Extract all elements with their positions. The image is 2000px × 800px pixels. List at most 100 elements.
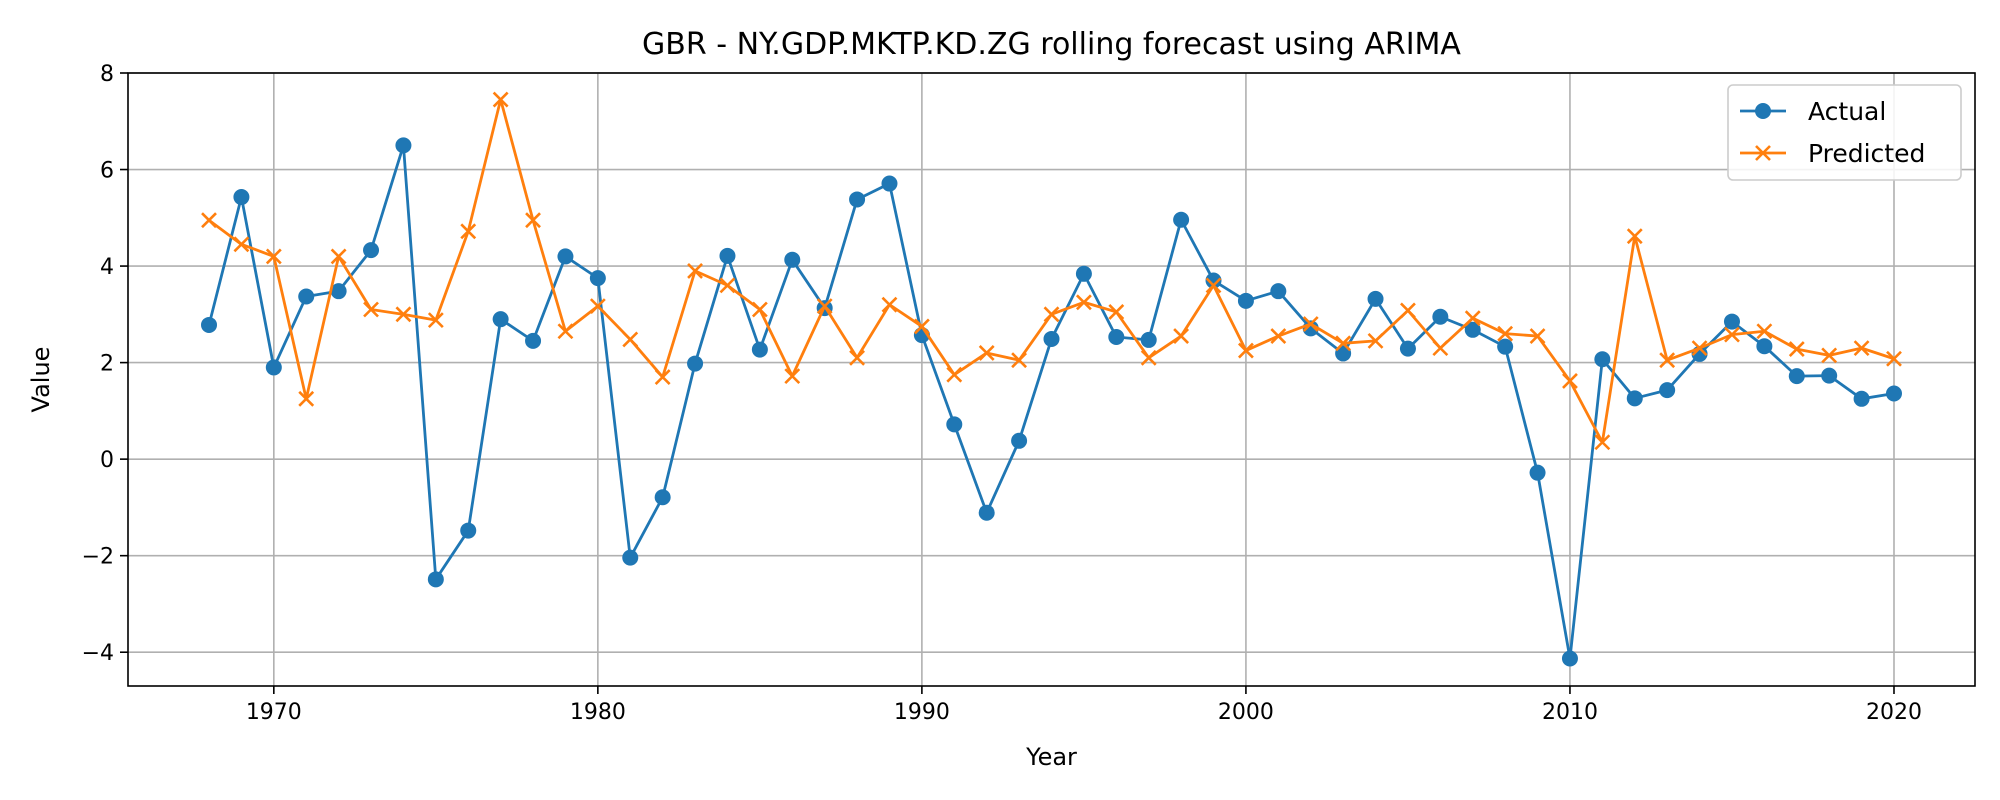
legend-label: Predicted <box>1808 139 1925 168</box>
data-point-predicted <box>1562 373 1578 389</box>
data-point-predicted <box>395 306 412 323</box>
data-point-predicted <box>687 262 703 279</box>
data-point-predicted <box>363 301 379 318</box>
legend-marker <box>1755 103 1771 119</box>
data-point-predicted <box>330 248 347 265</box>
data-point-actual <box>1788 368 1805 385</box>
plot-frame <box>127 72 1976 687</box>
data-point-actual <box>687 355 704 372</box>
data-point-predicted <box>1400 302 1416 319</box>
x-tick-label: 1980 <box>570 700 626 725</box>
data-point-predicted <box>1529 328 1546 344</box>
data-point-predicted <box>1205 277 1222 294</box>
data-point-predicted <box>1173 328 1190 344</box>
legend-box <box>1727 84 1962 181</box>
data-point-actual <box>1529 464 1546 481</box>
data-point-actual <box>1659 382 1676 399</box>
data-point-predicted <box>1724 326 1740 343</box>
data-point-actual <box>719 247 736 264</box>
axis-ticks: 1970 1980 1990 2000 2010 2020 −4 −2 0 2 4 6 8 <box>82 62 1922 725</box>
data-point-predicted <box>1788 341 1805 358</box>
data-point-actual <box>1043 330 1060 347</box>
x-tick-label: 1970 <box>246 700 302 725</box>
data-point-predicted <box>1140 349 1157 366</box>
x-tick-label: 2010 <box>1542 700 1598 725</box>
data-point-actual <box>1367 290 1384 307</box>
y-tick-label: 0 <box>100 448 114 473</box>
data-point-actual <box>557 248 574 265</box>
x-tick-label: 1990 <box>894 700 950 725</box>
data-point-actual <box>784 251 801 268</box>
y-tick-label: 8 <box>100 62 114 87</box>
data-point-predicted <box>1011 352 1028 369</box>
data-point-actual <box>751 341 768 358</box>
data-point-predicted <box>201 212 217 229</box>
y-tick-label: 4 <box>100 255 114 280</box>
data-point-actual <box>1075 265 1092 282</box>
data-point-predicted <box>492 91 509 108</box>
data-point-predicted <box>978 345 995 361</box>
data-point-actual <box>1594 351 1611 368</box>
data-point-actual <box>1205 272 1222 289</box>
data-point-predicted <box>1302 316 1319 332</box>
data-point-predicted <box>1238 342 1254 359</box>
data-point-actual <box>1756 338 1773 355</box>
y-tick-label: −4 <box>82 641 114 666</box>
data-point-actual <box>1853 390 1870 407</box>
data-point-predicted <box>557 323 574 340</box>
data-point-predicted <box>1626 228 1643 245</box>
data-point-predicted <box>946 366 963 383</box>
data-point-predicted <box>751 301 768 318</box>
data-point-actual <box>1561 650 1578 667</box>
data-point-actual <box>589 270 606 287</box>
data-point-predicted <box>719 277 736 294</box>
data-point-actual <box>654 489 671 506</box>
data-point-predicted <box>1853 340 1870 357</box>
y-axis-title: Value <box>27 347 55 413</box>
data-point-predicted <box>1043 306 1060 323</box>
data-point-predicted <box>881 296 898 313</box>
legend-marker <box>1755 145 1771 161</box>
data-point-predicted <box>460 223 477 240</box>
data-point-actual <box>395 137 412 154</box>
data-point-predicted <box>525 212 541 229</box>
x-tick-label: 2020 <box>1866 700 1922 725</box>
data-point-actual <box>881 175 898 192</box>
data-point-actual <box>363 242 380 259</box>
data-point-actual <box>1173 211 1190 228</box>
data-point-actual <box>946 416 963 433</box>
data-point-actual <box>492 311 509 328</box>
data-point-predicted <box>1594 434 1611 451</box>
legend-item-predicted: Predicted <box>1740 139 1925 168</box>
data-point-predicted <box>1756 323 1773 340</box>
data-point-predicted <box>1270 328 1287 344</box>
data-point-actual <box>1237 292 1254 309</box>
chart-title: GBR - NY.GDP.MKTP.KD.ZG rolling forecast… <box>642 27 1461 62</box>
data-point-actual <box>1464 321 1481 338</box>
data-point-predicted <box>1691 340 1708 357</box>
x-axis-title: Year <box>1025 743 1077 771</box>
data-point-predicted <box>654 369 671 386</box>
data-point-actual <box>1270 283 1287 300</box>
data-point-predicted <box>816 298 833 315</box>
data-point-actual <box>1108 329 1125 346</box>
data-point-actual <box>1399 340 1416 357</box>
data-point-predicted <box>1497 325 1514 342</box>
data-point-predicted <box>784 368 801 385</box>
data-point-predicted <box>298 390 315 407</box>
data-point-actual <box>1885 385 1902 402</box>
data-point-actual <box>1626 390 1643 407</box>
y-tick-label: 6 <box>100 159 114 184</box>
data-point-predicted <box>1432 340 1449 357</box>
data-point-predicted <box>913 318 930 335</box>
data-point-predicted <box>233 236 250 253</box>
data-point-predicted <box>1367 332 1384 349</box>
y-tick-label: −2 <box>82 545 114 570</box>
legend-label: Actual <box>1808 97 1886 126</box>
data-point-predicted <box>622 331 639 348</box>
data-point-actual <box>1497 338 1514 355</box>
legend: Actual Predicted <box>1727 84 1962 181</box>
data-point-actual <box>1335 345 1352 362</box>
data-point-predicted <box>1335 335 1352 352</box>
